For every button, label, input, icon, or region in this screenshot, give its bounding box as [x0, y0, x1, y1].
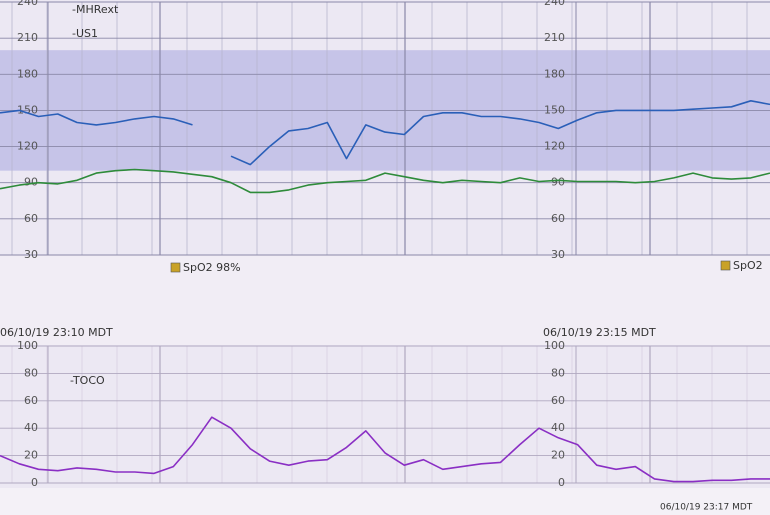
y-tick-label: 180: [17, 67, 38, 80]
spo2-icon: [170, 262, 181, 273]
spo2-icon: [720, 260, 731, 271]
y-tick-label: 90: [551, 176, 565, 189]
y-tick-label: 40: [551, 421, 565, 434]
y-tick-label: 150: [17, 103, 38, 116]
annotation: SpO2: [733, 259, 763, 272]
legend-label: -TOCO: [70, 374, 105, 387]
series-line: [0, 100, 770, 166]
y-tick-label: 60: [551, 394, 565, 407]
annotation: 06/10/19 23:10 MDT: [0, 326, 113, 339]
y-tick-label: 240: [17, 0, 38, 8]
y-tick-label: 120: [544, 140, 565, 153]
y-tick-label: 100: [17, 339, 38, 352]
y-tick-label: 60: [551, 212, 565, 225]
y-tick-label: 0: [558, 476, 565, 489]
y-tick-label: 20: [24, 449, 38, 462]
y-tick-label: 0: [31, 476, 38, 489]
y-tick-label: 210: [544, 31, 565, 44]
footer-band: [0, 488, 770, 515]
annotation: SpO2 98%: [183, 261, 241, 274]
series-line: [0, 416, 770, 483]
y-tick-label: 30: [24, 248, 38, 261]
y-tick-label: 40: [24, 421, 38, 434]
y-tick-label: 150: [544, 103, 565, 116]
y-tick-label: 240: [544, 0, 565, 8]
y-tick-label: 30: [551, 248, 565, 261]
y-tick-label: 80: [551, 366, 565, 379]
y-tick-label: 20: [551, 449, 565, 462]
annotation: 06/10/19 23:17 MDT: [660, 503, 753, 513]
y-tick-label: 180: [544, 67, 565, 80]
y-tick-label: 210: [17, 31, 38, 44]
legend-label: -US1: [72, 27, 98, 40]
y-tick-label: 120: [17, 140, 38, 153]
y-tick-label: 60: [24, 212, 38, 225]
y-tick-label: 90: [24, 176, 38, 189]
series-line: [0, 168, 770, 194]
annotation: 06/10/19 23:15 MDT: [543, 326, 656, 339]
y-tick-label: 60: [24, 394, 38, 407]
middle-band: [0, 255, 770, 345]
y-tick-label: 80: [24, 366, 38, 379]
legend-label: -MHRext: [72, 3, 119, 16]
y-tick-label: 100: [544, 339, 565, 352]
